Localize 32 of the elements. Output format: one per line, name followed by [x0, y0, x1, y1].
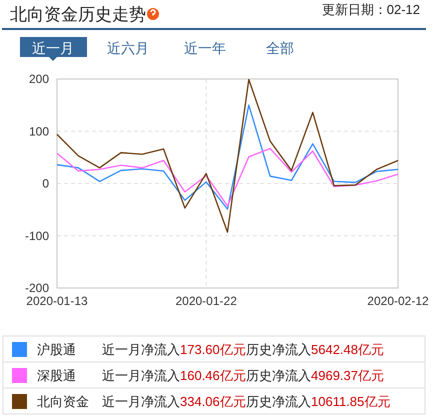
- legend-label: 深股通: [37, 368, 76, 383]
- y-tick-label: 0: [42, 176, 50, 190]
- chart-title: 北向资金历史走势: [10, 5, 146, 24]
- legend-label: 沪股通: [37, 342, 76, 357]
- y-tick-label: -100: [24, 228, 50, 243]
- text: 近一月净流入: [102, 368, 180, 383]
- text: 160.46亿元: [180, 368, 246, 383]
- text: 历史净流入: [246, 368, 311, 383]
- x-tick-label: 2020-01-13: [26, 294, 88, 308]
- line-series: [56, 78, 399, 233]
- text: 近一月: [32, 40, 74, 56]
- text: 4969.37亿元: [311, 368, 384, 383]
- legend-label: 北向资金: [37, 394, 89, 409]
- y-tick-label: 100: [28, 124, 50, 138]
- y-tick-label: -200: [24, 281, 50, 295]
- text: 近一月净流入: [102, 394, 180, 409]
- text: 历史净流入: [246, 342, 311, 357]
- text: 334.06亿元: [180, 394, 246, 409]
- line-series: [56, 104, 399, 210]
- text: 近一年: [184, 40, 226, 56]
- text: 173.60亿元: [180, 342, 246, 357]
- text: 5642.48亿元: [311, 342, 384, 357]
- text: 更新日期：02-12: [322, 2, 420, 17]
- text: 近六月: [107, 40, 149, 56]
- text: 近一月净流入: [102, 342, 180, 357]
- text: 全部: [266, 40, 294, 56]
- line-series: [56, 148, 399, 207]
- x-tick-label: 2020-02-12: [367, 294, 430, 308]
- text: 10611.85亿元: [311, 394, 390, 409]
- y-tick-label: 200: [28, 72, 50, 86]
- text: 历史净流入: [246, 394, 311, 409]
- x-tick-label: 2020-01-22: [175, 294, 238, 308]
